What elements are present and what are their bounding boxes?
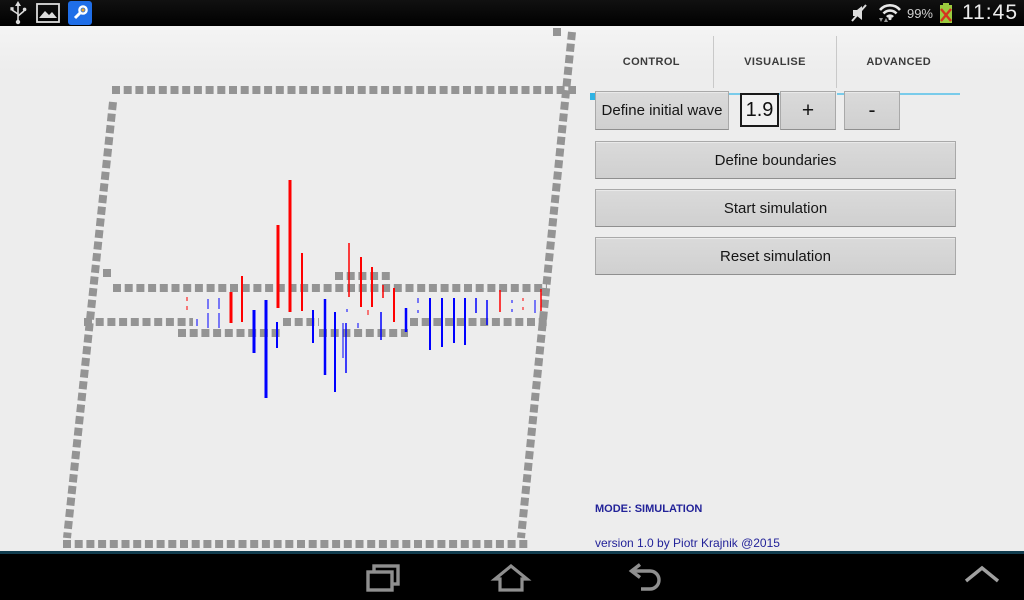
tab-control-label: CONTROL xyxy=(622,56,680,68)
start-simulation-button[interactable]: Start simulation xyxy=(595,189,956,227)
status-right-cluster: 99% 11:45 xyxy=(851,1,1024,25)
gallery-icon xyxy=(36,3,60,23)
clock: 11:45 xyxy=(962,1,1018,24)
boundary-dashed-line xyxy=(517,31,576,539)
reset-simulation-button[interactable]: Reset simulation xyxy=(595,237,956,275)
simulation-canvas[interactable] xyxy=(0,26,588,551)
usb-icon xyxy=(10,1,27,25)
define-initial-wave-button[interactable]: Define initial wave xyxy=(595,91,729,130)
boundary-dashed-line xyxy=(63,101,117,539)
tab-visualise[interactable]: VISUALISE xyxy=(712,36,837,95)
home-button[interactable] xyxy=(489,563,533,593)
tab-control[interactable]: CONTROL xyxy=(590,36,713,100)
status-left-icons xyxy=(0,1,92,25)
tab-advanced[interactable]: ADVANCED xyxy=(836,36,960,95)
battery-icon xyxy=(940,3,952,23)
recents-button[interactable] xyxy=(364,563,402,593)
tab-visualise-label: VISUALISE xyxy=(744,56,806,68)
define-boundaries-button[interactable]: Define boundaries xyxy=(595,141,956,179)
wifi-icon xyxy=(878,4,901,22)
decrement-button[interactable]: - xyxy=(844,91,900,130)
back-button[interactable] xyxy=(626,563,662,593)
version-text: version 1.0 by Piotr Krajnik @2015 xyxy=(595,536,780,550)
battery-percent: 99% xyxy=(906,5,933,21)
mode-status-text: MODE: SIMULATION xyxy=(595,503,703,515)
main-content: CONTROL VISUALISE ADVANCED Define initia… xyxy=(0,26,1024,551)
tab-bar: CONTROL VISUALISE ADVANCED xyxy=(590,36,960,100)
chevron-up-button[interactable] xyxy=(962,563,1002,587)
increment-button[interactable]: + xyxy=(780,91,836,130)
tab-advanced-label: ADVANCED xyxy=(866,56,932,68)
wrench-icon xyxy=(68,1,92,25)
wave-parameter-input[interactable] xyxy=(740,93,779,127)
navigation-bar xyxy=(0,551,1024,600)
mute-icon xyxy=(851,4,867,22)
status-bar: 99% 11:45 xyxy=(0,0,1024,26)
